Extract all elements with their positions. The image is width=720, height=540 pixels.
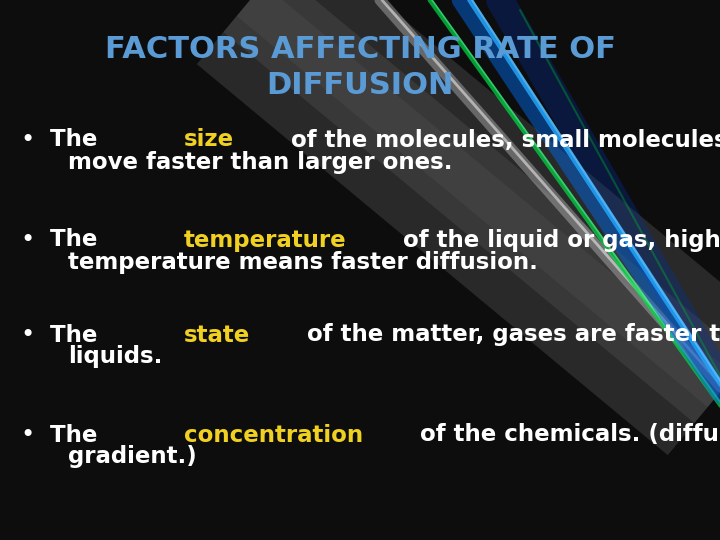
Text: of the liquid or gas, higher: of the liquid or gas, higher xyxy=(395,228,720,252)
Text: liquids.: liquids. xyxy=(68,346,163,368)
Text: temperature: temperature xyxy=(184,228,347,252)
Text: •: • xyxy=(21,423,35,447)
Text: •: • xyxy=(21,323,35,347)
Text: gradient.): gradient.) xyxy=(68,446,197,469)
Text: The: The xyxy=(50,129,105,152)
Text: move faster than larger ones.: move faster than larger ones. xyxy=(68,151,452,173)
Text: of the chemicals. (diffusion: of the chemicals. (diffusion xyxy=(412,423,720,447)
Text: FACTORS AFFECTING RATE OF: FACTORS AFFECTING RATE OF xyxy=(104,36,616,64)
Text: The: The xyxy=(50,423,105,447)
Text: concentration: concentration xyxy=(184,423,364,447)
Text: temperature means faster diffusion.: temperature means faster diffusion. xyxy=(68,251,538,273)
Text: The: The xyxy=(50,323,105,347)
Text: of the molecules, small molecules: of the molecules, small molecules xyxy=(283,129,720,152)
Text: of the matter, gases are faster than: of the matter, gases are faster than xyxy=(299,323,720,347)
Text: The: The xyxy=(50,228,105,252)
Text: •: • xyxy=(21,128,35,152)
Text: •: • xyxy=(21,228,35,252)
Text: state: state xyxy=(184,323,251,347)
Text: size: size xyxy=(184,129,234,152)
Text: DIFFUSION: DIFFUSION xyxy=(266,71,454,99)
